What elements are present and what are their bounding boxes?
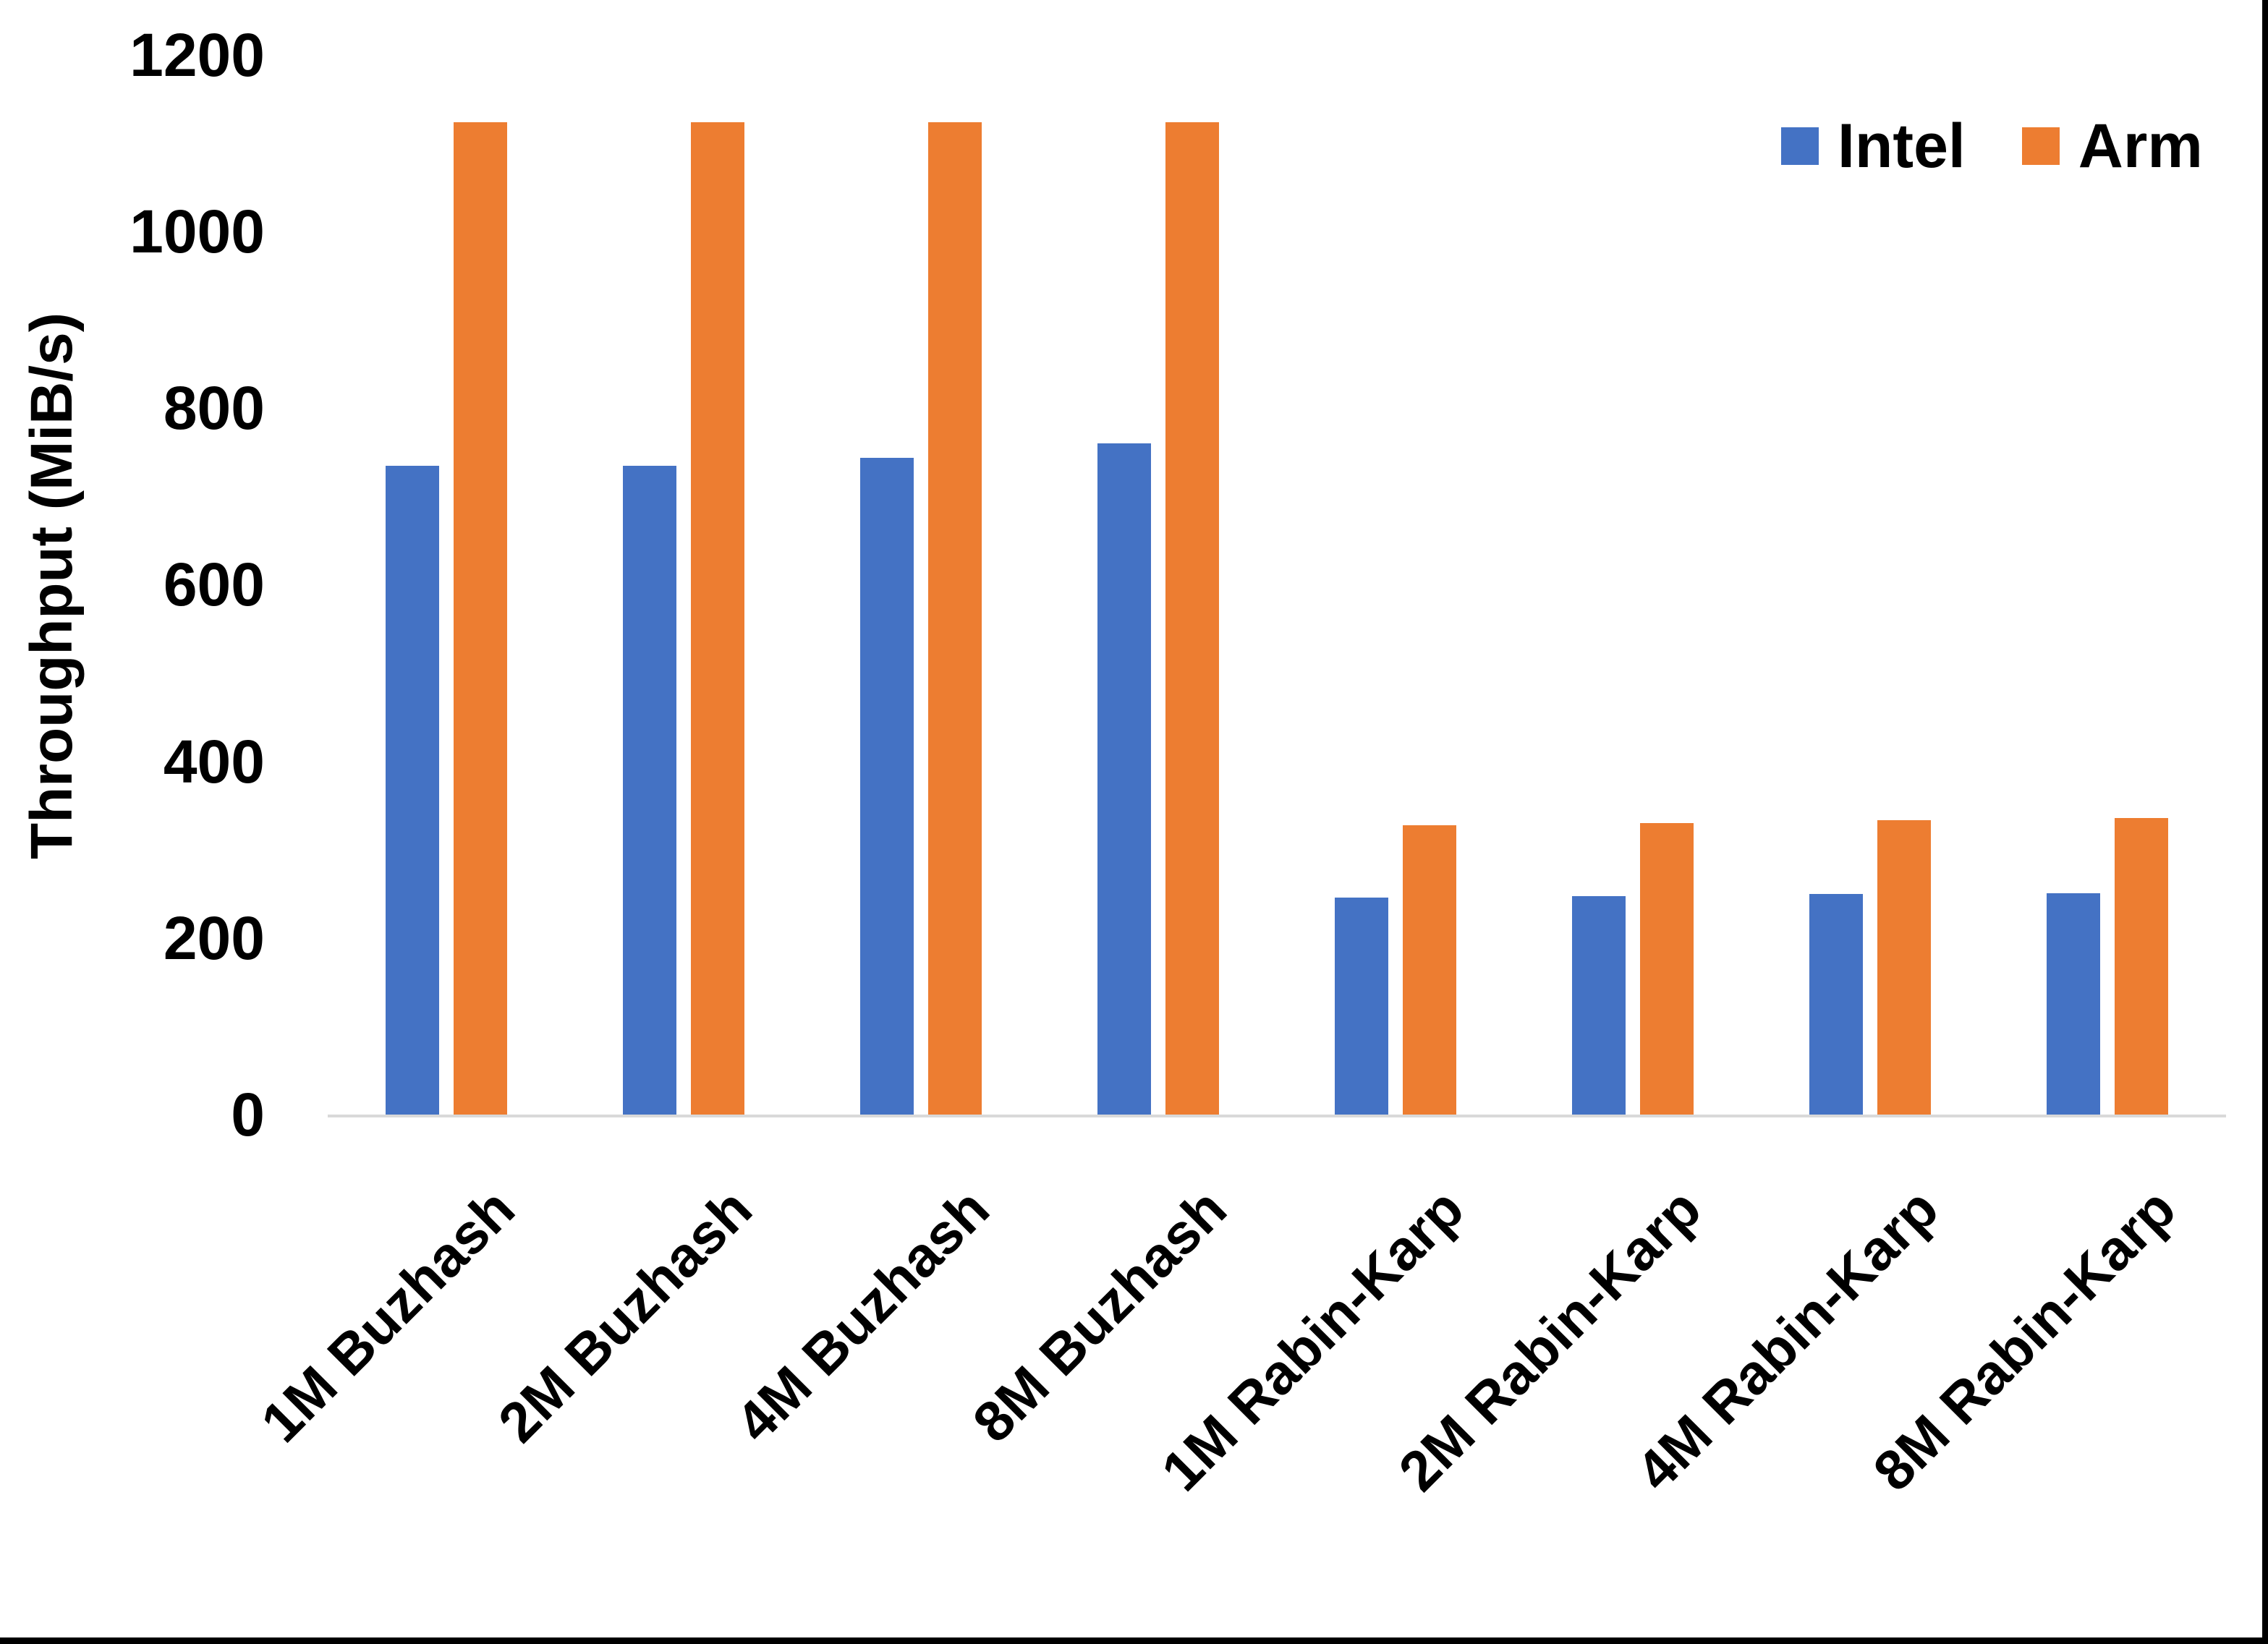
x-axis-label-1m-rabin-karp: 1M Rabin-Karp	[1149, 1176, 1476, 1503]
bar-arm-8m-buzhash	[1165, 122, 1219, 1115]
plot-area	[328, 55, 2226, 1115]
legend-label-intel: Intel	[1838, 111, 1966, 181]
bar-intel-8m-rabin-karp	[2047, 893, 2100, 1115]
x-axis-label-2m-rabin-karp: 2M Rabin-Karp	[1386, 1176, 1713, 1503]
x-axis-label-1m-buzhash: 1M Buzhash	[248, 1176, 527, 1455]
bar-arm-2m-rabin-karp	[1640, 823, 1694, 1115]
legend-swatch-intel	[1781, 127, 1819, 165]
legend-label-arm: Arm	[2078, 111, 2203, 181]
legend-item-intel: Intel	[1781, 113, 1966, 179]
bar-arm-1m-rabin-karp	[1403, 825, 1456, 1115]
bar-arm-1m-buzhash	[454, 122, 507, 1115]
x-axis-label-2m-buzhash: 2M Buzhash	[485, 1176, 764, 1455]
x-axis-label-8m-buzhash: 8M Buzhash	[960, 1176, 1239, 1455]
bar-intel-4m-rabin-karp	[1809, 894, 1863, 1115]
y-tick-label-200: 200	[163, 904, 265, 972]
y-tick-label-600: 600	[163, 550, 265, 618]
y-tick-label-800: 800	[163, 374, 265, 442]
x-axis-label-4m-buzhash: 4M Buzhash	[723, 1176, 1001, 1455]
legend: Intel Arm	[1781, 113, 2203, 179]
legend-item-arm: Arm	[2021, 111, 2203, 181]
legend-swatch-arm	[2021, 127, 2060, 165]
y-tick-label-1000: 1000	[129, 197, 265, 265]
bar-intel-2m-buzhash	[623, 466, 676, 1115]
bar-arm-4m-buzhash	[928, 122, 982, 1115]
bar-arm-8m-rabin-karp	[2115, 818, 2168, 1115]
y-tick-label-0: 0	[231, 1081, 265, 1149]
bar-intel-2m-rabin-karp	[1572, 896, 1626, 1115]
x-axis-label-8m-rabin-karp: 8M Rabin-Karp	[1861, 1176, 2188, 1503]
y-tick-label-400: 400	[163, 728, 265, 796]
bar-intel-4m-buzhash	[860, 458, 914, 1115]
y-tick-label-1200: 1200	[129, 21, 265, 89]
bar-arm-4m-rabin-karp	[1877, 820, 1931, 1115]
x-axis-line	[328, 1115, 2226, 1117]
bar-intel-1m-rabin-karp	[1335, 898, 1388, 1115]
bar-intel-8m-buzhash	[1097, 443, 1151, 1115]
x-axis-label-4m-rabin-karp: 4M Rabin-Karp	[1623, 1176, 1950, 1503]
bar-intel-1m-buzhash	[386, 466, 439, 1115]
bar-arm-2m-buzhash	[691, 122, 744, 1115]
